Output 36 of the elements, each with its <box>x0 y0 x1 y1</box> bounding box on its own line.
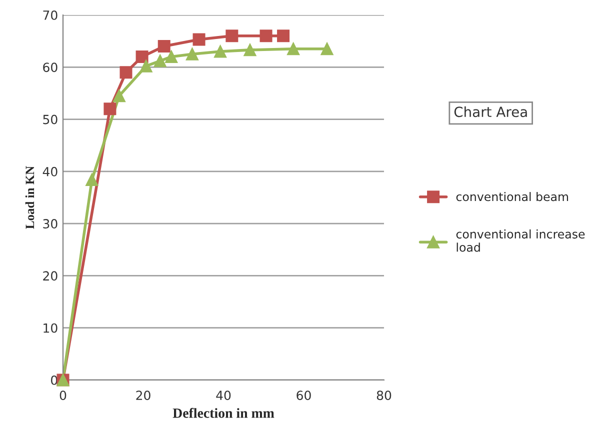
point <box>154 54 166 68</box>
legend-label: conventional increase load <box>456 229 585 252</box>
point <box>165 50 178 63</box>
x-tick-label: 40 <box>216 390 231 400</box>
x-axis-title: Deflection in mm <box>172 408 274 418</box>
point <box>320 42 334 56</box>
point <box>260 30 272 42</box>
legend-label: conventional beam <box>456 192 568 202</box>
point <box>104 102 116 116</box>
point <box>287 42 300 56</box>
point <box>186 48 198 60</box>
y-tick-label: 30 <box>43 219 58 228</box>
y-tick-label: 20 <box>43 271 58 281</box>
x-tick-label: 80 <box>376 390 392 400</box>
point <box>244 44 256 56</box>
y-tick-label: 50 <box>43 114 58 124</box>
x-tick-label: 20 <box>136 390 150 400</box>
point <box>86 174 98 186</box>
point <box>158 40 170 53</box>
y-tick-label: 10 <box>44 323 58 333</box>
y-tick-label: 40 <box>42 166 58 176</box>
point <box>140 60 152 72</box>
point <box>136 50 148 63</box>
y-tick-label: 0 <box>51 375 58 385</box>
text: Chart Area <box>454 106 527 118</box>
point <box>120 66 132 79</box>
point <box>112 90 126 102</box>
point <box>214 45 227 58</box>
y-axis-title: Load in KN <box>25 166 34 229</box>
point <box>277 30 290 42</box>
x-tick-label: 0 <box>60 390 66 400</box>
y-tick-label: 70 <box>43 10 58 20</box>
y-tick-label: 60 <box>43 62 58 72</box>
x-tick-label: 60 <box>296 390 311 400</box>
point <box>226 30 238 42</box>
point <box>192 33 206 46</box>
